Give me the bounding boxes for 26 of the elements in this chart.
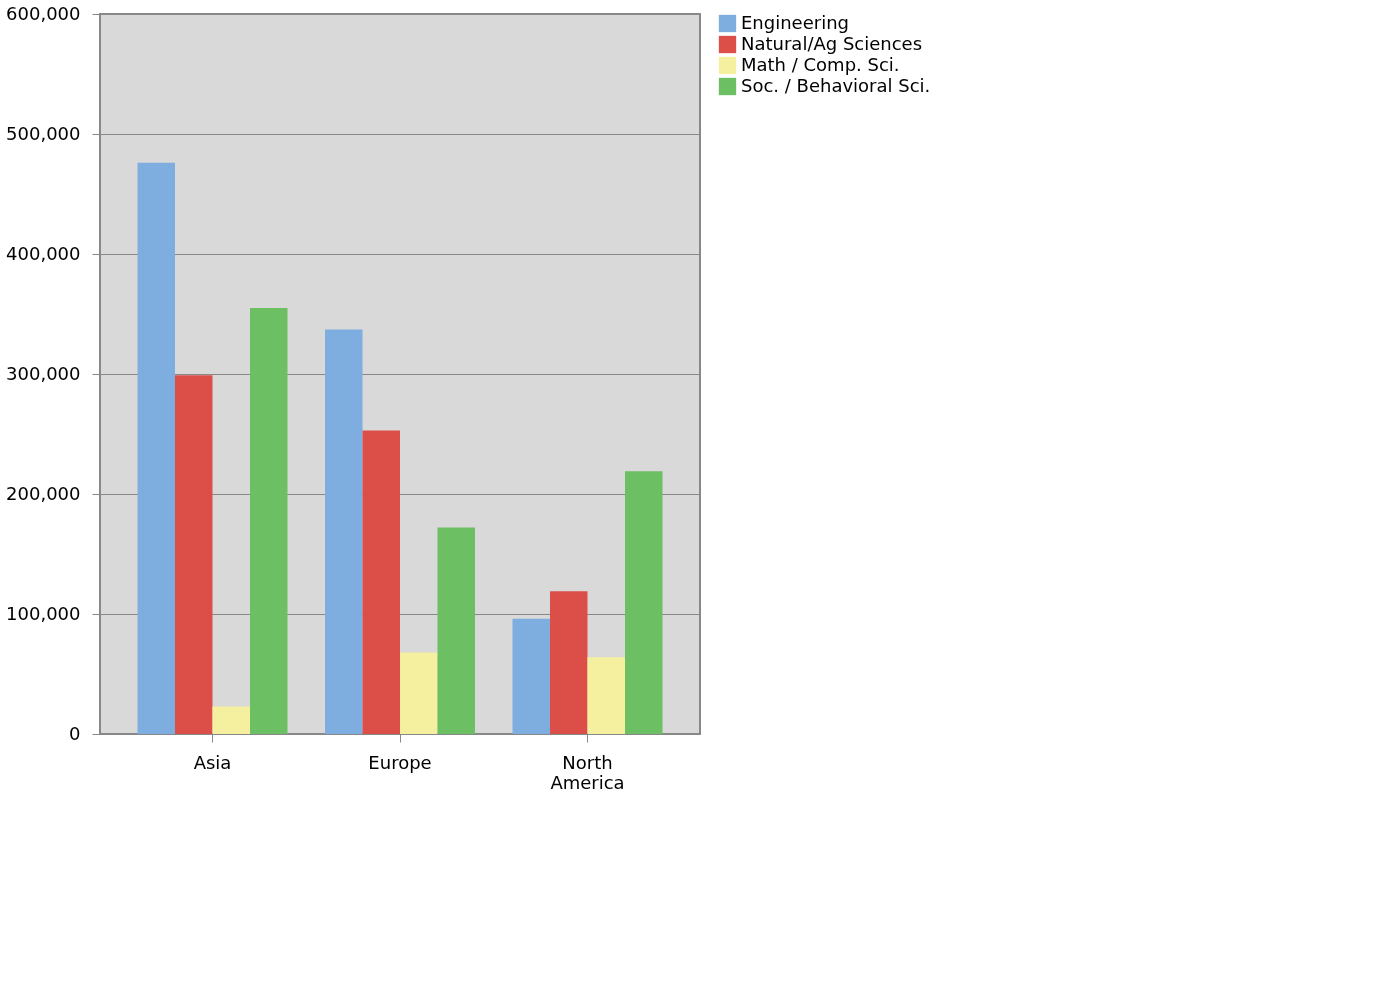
y-tick-label: 0 xyxy=(69,722,81,744)
bar xyxy=(362,430,400,734)
bar xyxy=(137,162,175,734)
bar xyxy=(512,618,550,734)
bar xyxy=(437,527,475,734)
x-tick-label: North America xyxy=(550,751,625,793)
x-tick-label: Asia xyxy=(193,751,232,773)
bar xyxy=(212,706,250,734)
bar xyxy=(250,308,288,734)
legend-label: Engineering xyxy=(741,11,849,33)
bar xyxy=(587,657,625,734)
legend-label: Math / Comp. Sci. xyxy=(741,53,900,75)
legend-label: Soc. / Behavioral Sci. xyxy=(741,74,931,96)
bar xyxy=(400,652,438,734)
x-tick-label: Europe xyxy=(368,751,432,773)
y-tick-label: 500,000 xyxy=(6,122,81,144)
y-tick-label: 400,000 xyxy=(6,242,81,264)
bar xyxy=(175,375,213,734)
bar xyxy=(625,471,663,734)
legend-label: Natural/Ag Sciences xyxy=(741,32,923,54)
y-tick-label: 100,000 xyxy=(6,602,81,624)
bar xyxy=(325,329,363,734)
y-tick-label: 200,000 xyxy=(6,482,81,504)
y-tick-label: 600,000 xyxy=(6,2,81,24)
y-tick-label: 300,000 xyxy=(6,362,81,384)
bar xyxy=(550,591,588,734)
